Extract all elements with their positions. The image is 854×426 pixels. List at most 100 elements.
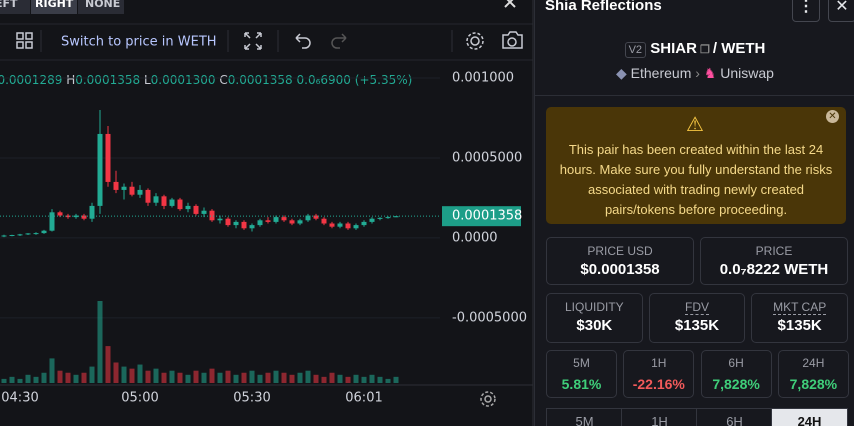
stat-value: $135K <box>777 317 822 334</box>
dismiss[interactable]: ✕ <box>826 110 839 123</box>
chain[interactable]: Ethereum <box>630 65 692 81</box>
volume-bar <box>233 374 239 383</box>
candle-body <box>89 205 95 219</box>
legend-value: 0.0001358 <box>75 73 140 87</box>
settings-icon[interactable] <box>480 391 496 407</box>
volume-bar <box>73 374 79 383</box>
volume-bar <box>217 372 223 383</box>
candle-body <box>145 189 151 203</box>
stat-box: FDV $135K <box>648 293 746 343</box>
candle-body <box>321 218 327 224</box>
change-box[interactable]: 1H -22.16% <box>623 350 695 398</box>
legend-key: C <box>219 73 227 87</box>
candle-body <box>1 235 7 237</box>
candle-body <box>233 221 239 226</box>
volume-bar <box>57 370 63 383</box>
divider <box>535 95 854 96</box>
volume-bar <box>161 372 167 383</box>
dex[interactable]: Uniswap <box>720 65 774 81</box>
stat-label: PRICE <box>701 244 847 258</box>
candle-body <box>169 199 175 206</box>
last-price-label: 0.0001358 <box>452 209 522 224</box>
candle-body <box>369 218 375 222</box>
tab-right-label[interactable]: RIGHT <box>35 0 74 10</box>
dex-icon: ♞ <box>703 65 717 81</box>
pair-row: V2 SHIAR ❐ / WETH <box>535 40 854 58</box>
volume-bar <box>121 366 127 383</box>
period-tab[interactable]: 24H <box>771 408 848 426</box>
candle-body <box>161 196 167 206</box>
tab-right[interactable] <box>31 0 77 14</box>
candle-body <box>73 215 79 218</box>
warning-icon: ⚠ <box>686 114 704 136</box>
volume-bar <box>265 372 271 383</box>
menu-button[interactable]: ⋮ <box>792 0 820 22</box>
change-box[interactable]: 5M 5.81% <box>546 350 617 398</box>
change-box[interactable]: 6H 7,828% <box>700 350 772 398</box>
close-icon[interactable] <box>504 0 516 8</box>
quote-token: / WETH <box>712 40 766 57</box>
candle-body <box>129 186 135 195</box>
stat-box: PRICE 0.0₇8222 WETH <box>700 237 848 285</box>
volume-bar <box>177 372 183 383</box>
tab-none[interactable] <box>78 0 124 14</box>
tab-none-label[interactable]: NONE <box>85 0 120 10</box>
candle-body <box>33 233 39 235</box>
legend-change: 0.0₆6900 <box>297 73 351 87</box>
volume-bar <box>201 372 207 383</box>
volume-bar <box>297 372 303 383</box>
y-tick-label: 0.001000 <box>452 70 514 85</box>
change-value: 7,828% <box>712 376 760 392</box>
switch-price[interactable]: Switch to price in WETH <box>61 35 217 50</box>
period-tab[interactable]: 1H <box>621 408 698 426</box>
stat-value: $135K <box>674 317 720 334</box>
y-tick-label: -0.0005000 <box>452 310 527 325</box>
volume-bar <box>129 368 135 383</box>
volume-bar <box>137 364 143 383</box>
change-box[interactable]: 24H 7,828% <box>777 350 849 398</box>
volume-bar <box>1 378 7 383</box>
candle-body <box>105 133 111 182</box>
volume-bar <box>17 378 23 383</box>
candle-body <box>265 220 271 222</box>
stat-label-text: LIQUIDITY <box>564 300 624 314</box>
volume-bar <box>225 370 231 383</box>
volume-bar <box>337 374 343 383</box>
period-tab[interactable]: 6H <box>696 408 773 426</box>
candle-body <box>185 205 191 210</box>
tab-left-label[interactable]: LEFT <box>0 0 18 10</box>
candle-body <box>257 220 263 226</box>
volume-bar <box>385 378 391 383</box>
volume-bar <box>241 372 247 383</box>
period-tab[interactable]: 5M <box>546 408 623 426</box>
candle-body <box>49 212 55 231</box>
legend-value: 0.0001289 <box>0 73 62 87</box>
close-button[interactable]: ✕ <box>828 0 854 22</box>
stat-label: PRICE USD <box>547 244 693 258</box>
volume-bar <box>33 376 39 383</box>
ohlc-legend: O0.0001289 H0.0001358 L0.0001300 C0.0001… <box>0 73 412 87</box>
copy-icon[interactable]: ❐ <box>696 44 713 56</box>
volume-bar <box>289 374 295 383</box>
candle-body <box>241 221 247 229</box>
stat-label: MKT CAP <box>752 300 847 315</box>
toolbar-icons[interactable] <box>16 31 523 50</box>
volume-bar <box>41 372 47 383</box>
candle-body <box>249 225 255 229</box>
stat-label: LIQUIDITY <box>547 300 642 314</box>
candle-body <box>305 215 311 221</box>
candle-body <box>281 217 287 221</box>
x-tick-label: 04:30 <box>1 391 38 406</box>
tab-left[interactable] <box>0 0 30 14</box>
x-tick-label: 05:30 <box>233 391 270 406</box>
candle-body <box>225 218 231 226</box>
candle-body <box>121 186 127 190</box>
change-value: 7,828% <box>789 376 838 392</box>
volume-bar <box>25 374 31 383</box>
candle-body <box>393 216 399 218</box>
candle-body <box>273 217 279 222</box>
volume-bar <box>169 370 175 383</box>
candle-body <box>361 221 367 226</box>
volume-bar <box>345 376 351 383</box>
legend-key: H <box>66 73 75 87</box>
